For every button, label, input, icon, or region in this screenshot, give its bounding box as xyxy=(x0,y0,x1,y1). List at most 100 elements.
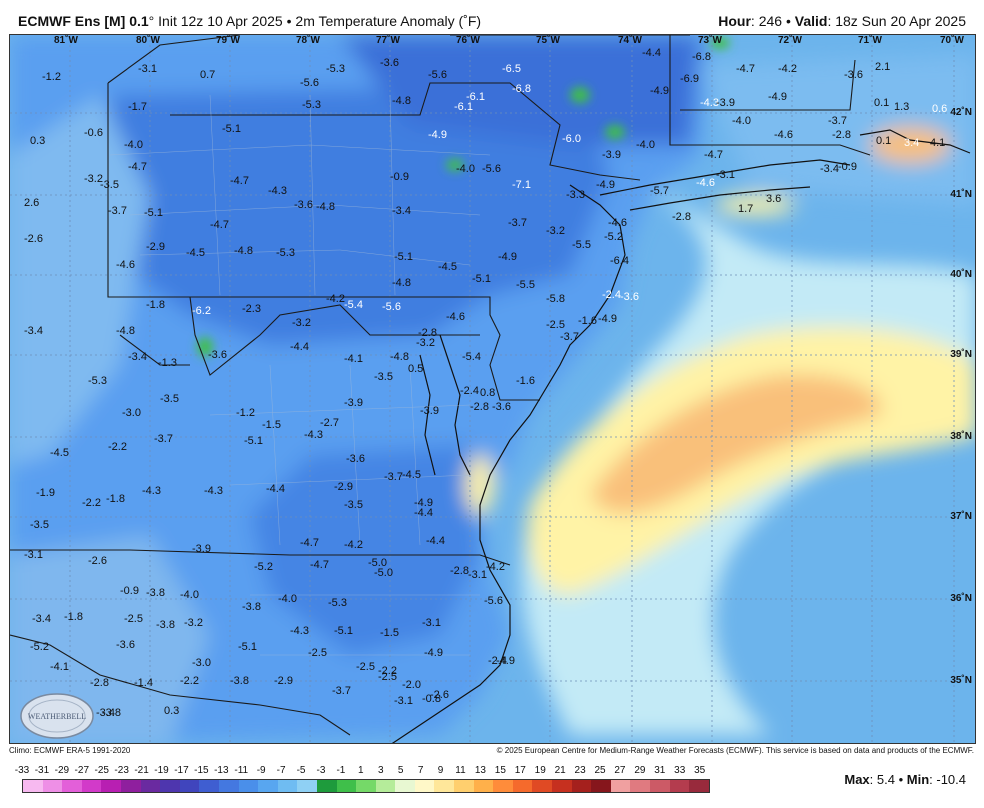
anomaly-value-label: -5.0 xyxy=(368,557,387,569)
color-scale-swatch xyxy=(199,780,219,792)
anomaly-value-label: -4.3 xyxy=(700,97,719,109)
anomaly-value-label: -4.5 xyxy=(50,447,69,459)
anomaly-value-label: -4.9 xyxy=(496,655,515,667)
anomaly-value-label: -4.0 xyxy=(456,163,475,175)
lat-label-37n: 37˚N xyxy=(950,511,972,522)
lon-label-73w: 73˚W xyxy=(698,35,722,46)
anomaly-value-label: -3.9 xyxy=(344,397,363,409)
lon-label-75w: 75˚W xyxy=(536,35,560,46)
color-scale-swatch xyxy=(552,780,572,792)
anomaly-value-label: -2.8 xyxy=(470,401,489,413)
anomaly-value-label: -0.8 xyxy=(422,693,441,705)
graticule xyxy=(10,35,975,743)
anomaly-value-label: -3.6 xyxy=(492,401,511,413)
anomaly-value-label: -1.2 xyxy=(236,407,255,419)
anomaly-value-label: -2.3 xyxy=(242,303,261,315)
anomaly-value-label: -5.1 xyxy=(238,641,257,653)
anomaly-value-label: -4.8 xyxy=(390,351,409,363)
lon-label-71w: 71˚W xyxy=(858,35,882,46)
max-label: Max xyxy=(844,772,870,787)
anomaly-value-label: -3.1 xyxy=(468,569,487,581)
anomaly-value-label: -4.0 xyxy=(124,139,143,151)
anomaly-value-label: -3.1 xyxy=(716,169,735,181)
anomaly-value-label: -3.8 xyxy=(156,619,175,631)
valid-separator: • xyxy=(782,13,795,29)
anomaly-value-label: -1.8 xyxy=(106,493,125,505)
color-scale-swatch xyxy=(277,780,298,792)
hour-label: Hour xyxy=(718,13,751,29)
lat-label-41n: 41˚N xyxy=(950,189,972,200)
anomaly-value-label: -5.1 xyxy=(334,625,353,637)
color-scale-swatch xyxy=(179,780,200,792)
color-scale-tick: 27 xyxy=(614,765,626,776)
anomaly-value-label: -5.6 xyxy=(382,301,401,313)
anomaly-value-label: -2.8 xyxy=(90,677,109,689)
anomaly-value-label: -4.7 xyxy=(736,63,755,75)
anomaly-value-label: -3.6 xyxy=(116,639,135,651)
anomaly-value-label: -2.7 xyxy=(320,417,339,429)
anomaly-value-label: -3.5 xyxy=(374,371,393,383)
anomaly-value-label: -5.4 xyxy=(344,299,363,311)
anomaly-value-label: -4.6 xyxy=(608,217,627,229)
land-dark-ny xyxy=(340,35,700,145)
anomaly-value-label: -4.5 xyxy=(186,247,205,259)
color-scale-tick: 17 xyxy=(514,765,526,776)
land-light-newengland xyxy=(700,55,975,205)
anomaly-value-label: -2.4 xyxy=(488,655,507,667)
title-separator: • xyxy=(282,13,296,29)
lon-label-76w: 76˚W xyxy=(456,35,480,46)
anomaly-value-label: -3.4 xyxy=(96,707,115,719)
anomaly-value-label: -3.6 xyxy=(294,199,313,211)
anomaly-value-label: -5.3 xyxy=(276,247,295,259)
anomaly-value-label: -6.1 xyxy=(454,101,473,113)
anomaly-value-label: -4.5 xyxy=(402,469,421,481)
color-scale-swatch xyxy=(140,780,161,792)
color-scale-swatch xyxy=(395,780,415,792)
anomaly-value-label: -3.4 xyxy=(820,163,839,175)
anomaly-value-label: 0.7 xyxy=(200,69,216,81)
anomaly-value-label: -6.0 xyxy=(562,133,581,145)
color-scale-tick: -1 xyxy=(336,765,346,776)
anomaly-value-label: -4.0 xyxy=(180,589,199,601)
anomaly-value-label: -5.6 xyxy=(428,69,447,81)
anomaly-value-label: -4.4 xyxy=(426,535,445,547)
anomaly-value-label: -4.4 xyxy=(290,341,309,353)
county-lines xyxy=(109,94,491,656)
anomaly-value-label: -5.5 xyxy=(572,239,591,251)
color-scale-tick: -13 xyxy=(214,765,229,776)
anomaly-value-label: -3.1 xyxy=(422,617,441,629)
anomaly-value-label: -4.3 xyxy=(290,625,309,637)
climo-note: Climo: ECMWF ERA-5 1991-2020 xyxy=(9,746,131,755)
color-scale-swatch xyxy=(454,780,474,792)
anomaly-value-label: 0.1 xyxy=(876,135,892,147)
anomaly-value-label: -5.1 xyxy=(394,251,413,263)
anomaly-value-label: -5.3 xyxy=(88,375,107,387)
anomaly-value-label: 3.6 xyxy=(766,193,782,205)
anomaly-value-label: -2.8 xyxy=(450,565,469,577)
anomaly-value-label: -2.5 xyxy=(124,613,143,625)
color-scale-swatch xyxy=(610,780,631,792)
color-scale-tick: -3 xyxy=(316,765,326,776)
anomaly-value-label: -4.7 xyxy=(128,161,147,173)
anomaly-value-label: 1.7 xyxy=(738,203,754,215)
color-scale-ticks: -33 -31 -29 -27 -25 -23 -21 -19 -17 -15 -13 -11 -9 -7… xyxy=(10,765,710,777)
color-scale-tick: 3 xyxy=(377,765,384,776)
lat-label-35n: 35˚N xyxy=(950,675,972,686)
land-light-west xyxy=(10,95,150,465)
anomaly-value-label: -2.8 xyxy=(832,129,851,141)
anomaly-value-label: -5.0 xyxy=(374,567,393,579)
color-scale-swatch xyxy=(473,780,494,792)
anomaly-value-label: -4.9 xyxy=(768,91,787,103)
anomaly-value-label: 2.6 xyxy=(24,197,40,209)
color-scale-swatch xyxy=(414,780,435,792)
anomaly-value-label: -3.7 xyxy=(560,331,579,343)
color-scale-tick: -19 xyxy=(154,765,169,776)
anomaly-value-label: -3.7 xyxy=(508,217,527,229)
color-scale-swatch xyxy=(120,780,141,792)
anomaly-value-label: -4.4 xyxy=(414,507,433,519)
anomaly-value-label: -2.2 xyxy=(378,665,397,677)
anomaly-value-label: 3.4 xyxy=(904,137,920,149)
anomaly-value-label: -3.6 xyxy=(844,69,863,81)
anomaly-value-label: -3.0 xyxy=(122,407,141,419)
color-scale-swatch xyxy=(630,780,650,792)
